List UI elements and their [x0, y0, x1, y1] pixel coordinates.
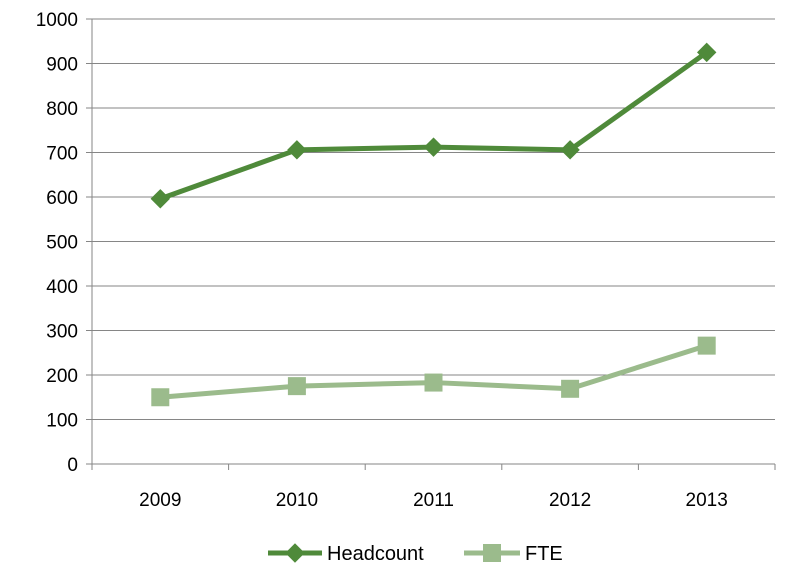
y-tick-label: 200	[46, 366, 78, 387]
data-point	[424, 373, 443, 392]
data-point	[696, 42, 717, 63]
x-tick-label: 2012	[549, 490, 591, 511]
y-tick-label: 100	[46, 411, 78, 432]
y-tick-label: 300	[46, 322, 78, 343]
legend-label: FTE	[525, 543, 563, 565]
y-tick-label: 500	[46, 233, 78, 254]
legend-swatch-marker	[483, 544, 501, 562]
data-point	[287, 377, 306, 396]
legend-swatch-marker	[285, 543, 305, 563]
y-tick-label: 700	[46, 144, 78, 165]
data-point	[150, 189, 171, 209]
legend-label: Headcount	[327, 543, 424, 565]
x-tick-label: 2009	[139, 490, 181, 511]
data-point	[423, 137, 444, 157]
data-point	[151, 388, 170, 407]
y-tick-label: 900	[46, 55, 78, 76]
legend-item-headcount: Headcount	[268, 543, 424, 565]
legend: Headcount FTE	[268, 543, 563, 565]
axes	[86, 18, 776, 470]
legend-item-fte: FTE	[464, 543, 563, 565]
y-axis-ticks: 0 100 200 300 400 500 600 700 800 900 1000	[36, 10, 78, 476]
x-tick-label: 2013	[686, 490, 728, 511]
x-tick-label: 2011	[413, 490, 454, 511]
y-tick-label: 0	[67, 455, 78, 476]
series-headcount	[150, 42, 717, 209]
series-fte	[151, 336, 716, 407]
data-point	[561, 379, 580, 398]
y-tick-label: 600	[46, 188, 78, 209]
series-line	[157, 49, 710, 202]
x-axis-ticks: 2009 2010 2011 2012 2013	[139, 490, 728, 511]
data-point	[697, 336, 716, 355]
y-tick-label: 400	[46, 277, 78, 298]
series	[150, 42, 717, 407]
y-tick-label: 800	[46, 99, 78, 120]
data-point	[287, 140, 307, 160]
x-tick-label: 2010	[276, 490, 318, 511]
gridlines	[92, 18, 775, 420]
y-tick-label: 1000	[36, 10, 78, 31]
data-point	[560, 140, 580, 160]
